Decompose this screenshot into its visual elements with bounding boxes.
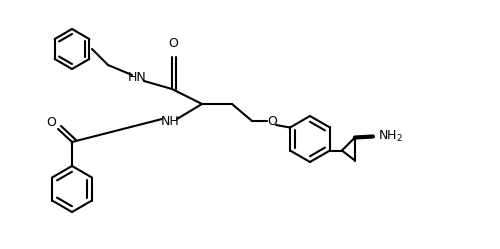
Text: NH$_2$: NH$_2$ [378, 129, 403, 144]
Text: NH: NH [160, 115, 180, 127]
Text: O: O [168, 37, 178, 50]
Text: HN: HN [128, 70, 146, 83]
Text: O: O [267, 115, 277, 127]
Text: O: O [46, 116, 56, 128]
